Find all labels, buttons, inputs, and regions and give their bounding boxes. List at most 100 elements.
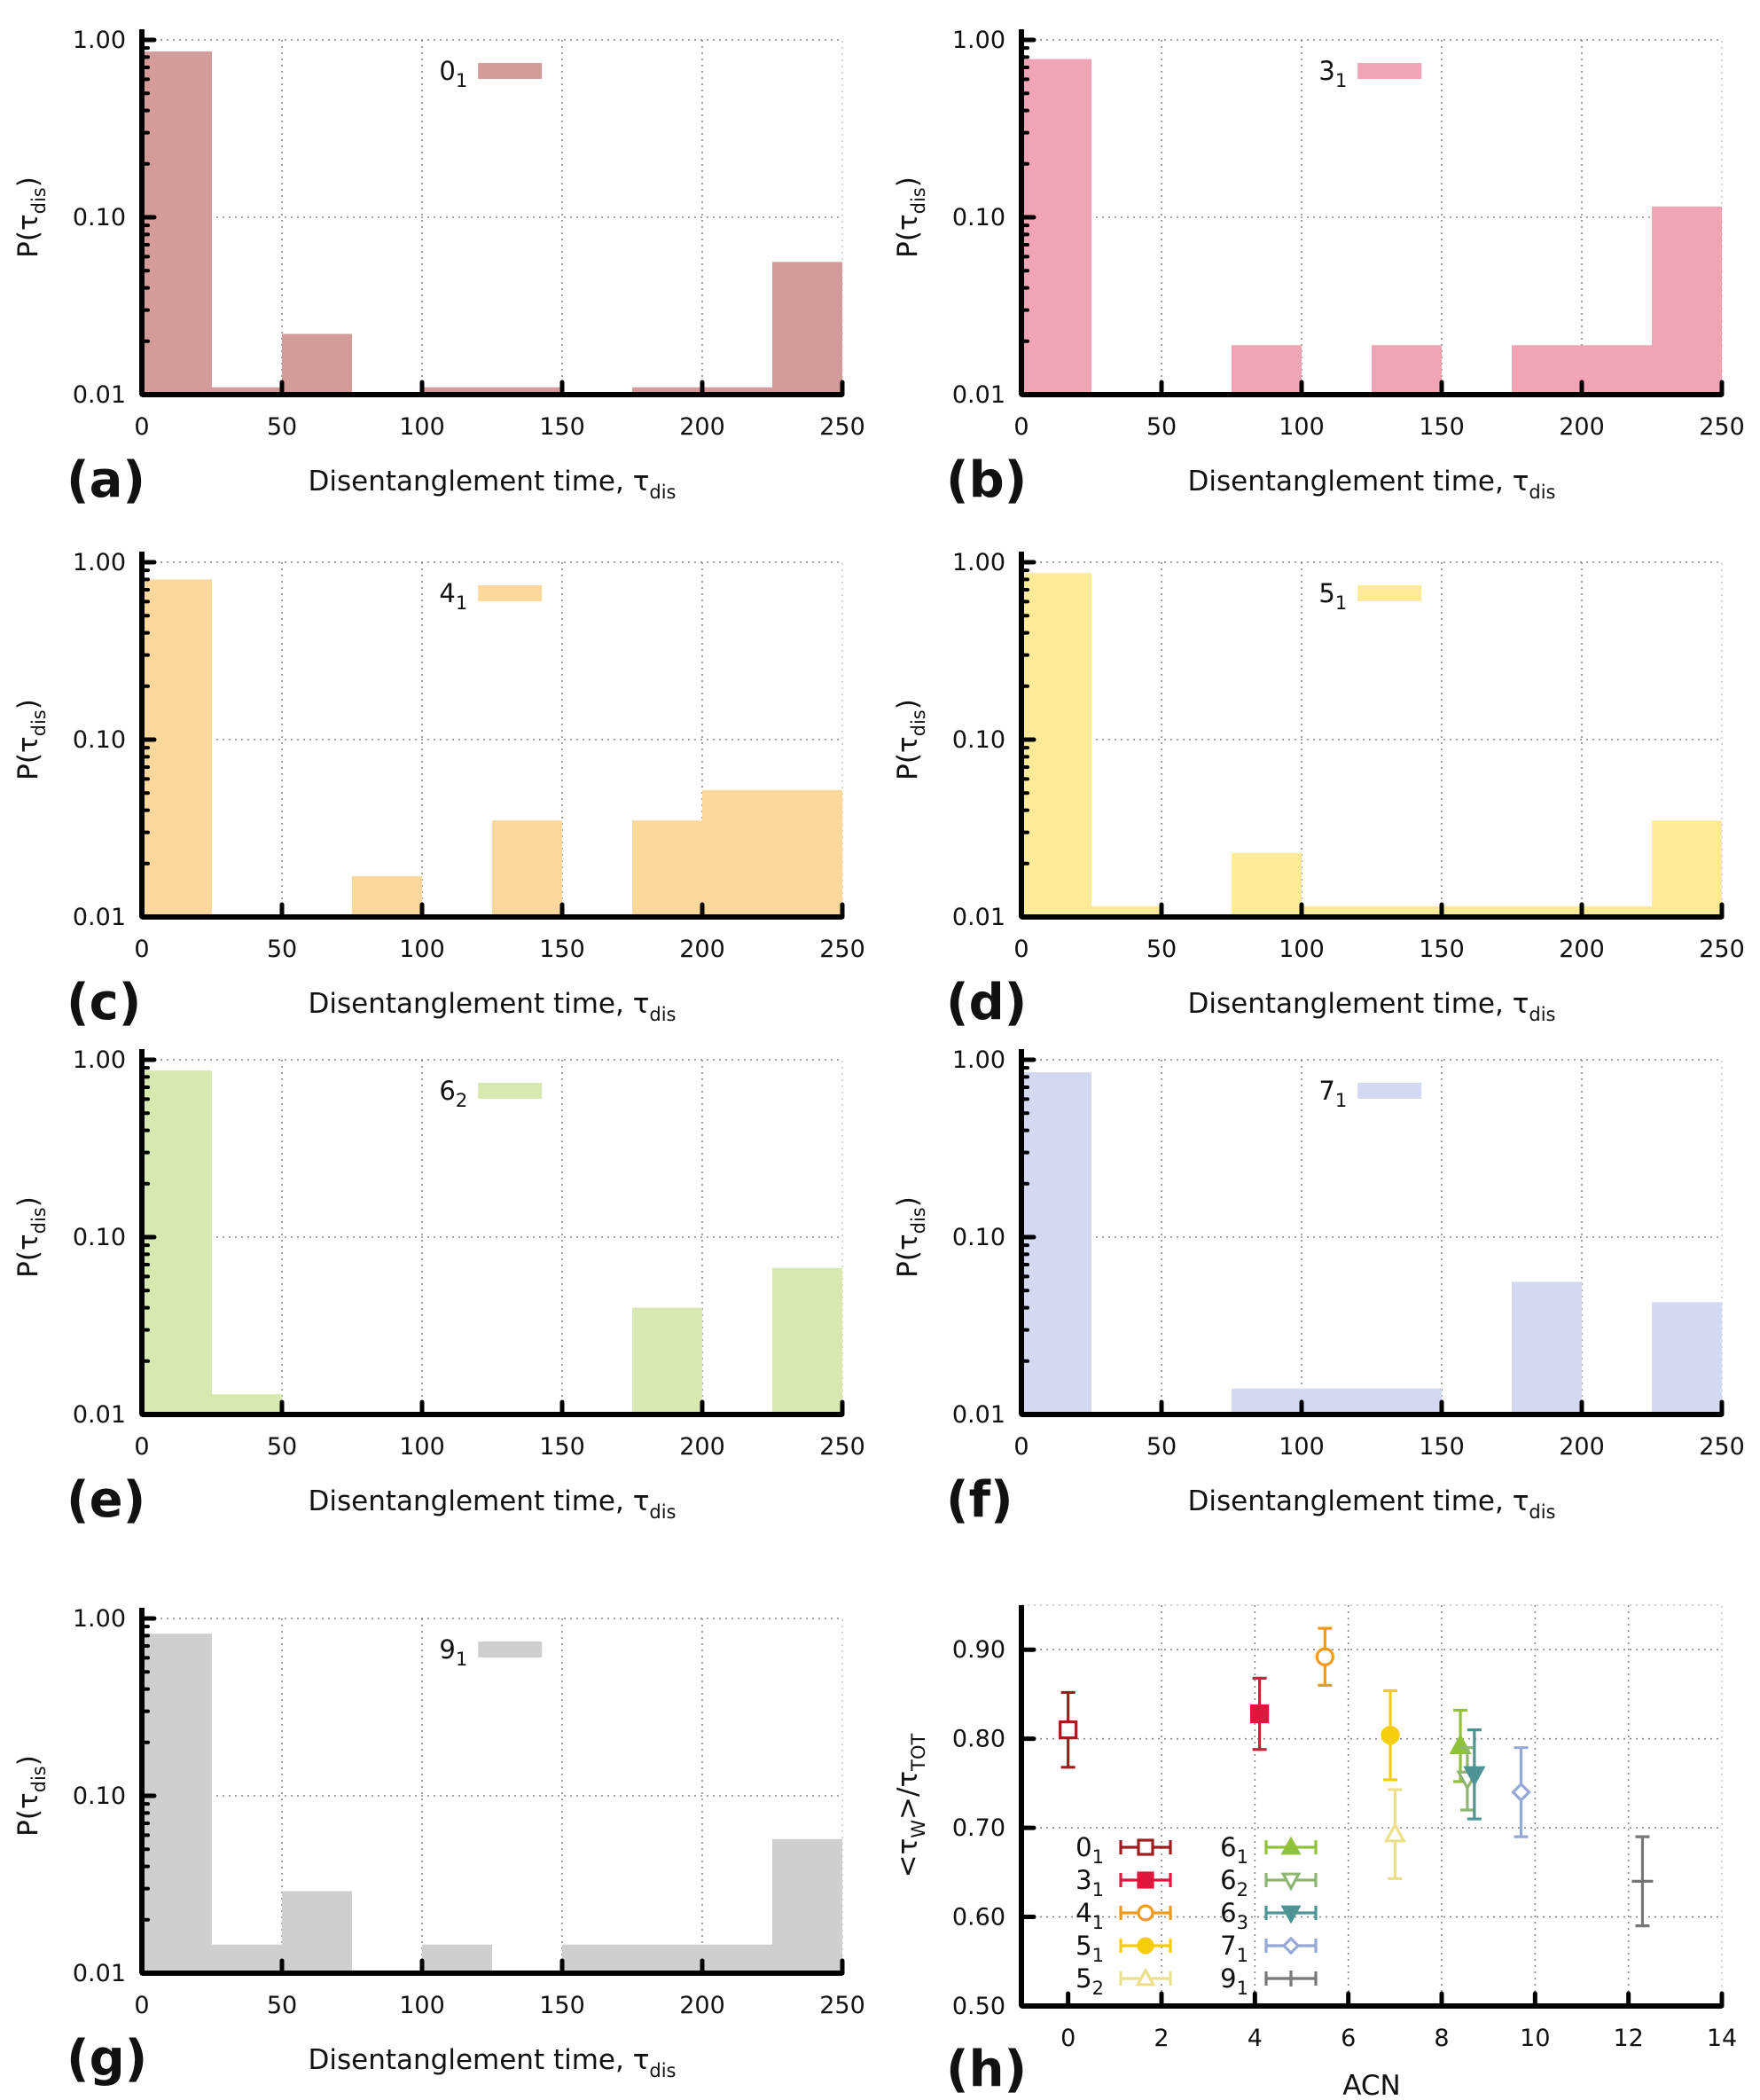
y-tick-label: 0.10 <box>73 1783 126 1810</box>
bar-225 <box>1652 206 1722 395</box>
y-axis-label-sub: dis <box>28 709 50 736</box>
bar-225 <box>1652 820 1722 917</box>
bar-175 <box>1512 905 1582 917</box>
marker-3-1 <box>1249 1704 1270 1724</box>
bar-0 <box>1021 1072 1091 1414</box>
bar-150 <box>1442 905 1512 917</box>
panel-label: (d) <box>946 974 1027 1031</box>
legend-label-main: 6 <box>1220 1832 1236 1862</box>
x-tick-label: 50 <box>267 413 297 441</box>
y-tick-label: 1.00 <box>952 27 1005 54</box>
legend-label: 51 <box>1318 578 1347 614</box>
bar-200 <box>1582 905 1652 917</box>
x-tick-label: 50 <box>267 936 297 963</box>
y-tick-label: 1.00 <box>73 1046 126 1074</box>
x-axis-label-sub: dis <box>649 1004 676 1025</box>
y-tick-label: 0.01 <box>73 381 126 409</box>
marker-5-1 <box>1381 1726 1400 1745</box>
legend-label-main: 0 <box>439 56 455 86</box>
bar-75 <box>1232 852 1302 917</box>
bar-125 <box>1372 1388 1442 1414</box>
x-tick-label: 12 <box>1613 2025 1643 2052</box>
x-tick-label: 4 <box>1248 2025 1263 2052</box>
x-tick-label: 100 <box>399 1992 445 2019</box>
histogram-panel-f: 0.01 0.10 1.00 0 50 100 150 200 250 Disentangleme… <box>892 1046 1745 1529</box>
legend-label-sub: 1 <box>1335 1090 1347 1111</box>
panel-label: (h) <box>946 2041 1027 2098</box>
marker-4-1 <box>1137 1904 1154 1922</box>
y-axis-label-main: P(τ <box>892 736 924 780</box>
legend-label: 71 <box>1318 1076 1347 1111</box>
marker-3-1 <box>1137 1871 1154 1889</box>
x-tick-label: 100 <box>399 936 445 963</box>
scatter-panel-h: 0.500.600.700.800.900 2 4 6 8 10 12 14ACN<τW>/τ… <box>892 1604 1737 2100</box>
legend-label-sub: 2 <box>1092 1978 1104 1999</box>
y-axis-label-close: ) <box>892 699 924 709</box>
x-tick-label: 150 <box>539 413 585 441</box>
legend-label-main: 5 <box>1318 578 1334 608</box>
x-tick-label: 6 <box>1341 2025 1356 2052</box>
marker-4-1 <box>1315 1647 1334 1666</box>
marker-5-2 <box>1135 1967 1156 1986</box>
legend-label-main: 3 <box>1318 56 1334 86</box>
bar-125 <box>1372 905 1442 917</box>
x-tick-label: 250 <box>1699 1433 1745 1461</box>
x-tick-label: 250 <box>1699 413 1745 441</box>
legend-label-sub: 1 <box>1237 1945 1248 1966</box>
legend-label-sub: 2 <box>456 1090 467 1111</box>
x-tick-label: 0 <box>134 1433 149 1461</box>
histogram-panel-a: 0.01 0.10 1.00 0 50 100 150 200 250 Disentangleme… <box>12 27 865 509</box>
y-tick-label: 0.90 <box>952 1636 1005 1664</box>
legend-label: 62 <box>1220 1865 1248 1900</box>
legend-label: 41 <box>1076 1898 1104 1933</box>
legend-label-sub: 1 <box>1092 1879 1104 1900</box>
legend-label-sub: 1 <box>1237 1846 1248 1868</box>
legend-label-sub: 1 <box>1092 1945 1104 1966</box>
y-axis-label-main: P(τ <box>12 1792 44 1836</box>
x-tick-label: 150 <box>1419 413 1465 441</box>
histogram-panel-b: 0.01 0.10 1.00 0 50 100 150 200 250 Disentangleme… <box>892 27 1745 509</box>
x-tick-label: 100 <box>1279 936 1325 963</box>
bar-0 <box>142 1634 212 1973</box>
y-tick-label: 0.01 <box>952 1401 1005 1429</box>
y-axis-label-close: ) <box>892 1196 924 1207</box>
y-axis-label-close: ) <box>12 176 44 187</box>
x-tick-label: 0 <box>134 936 149 963</box>
y-tick-label: 0.80 <box>952 1726 1005 1753</box>
bar-225 <box>772 1267 842 1414</box>
marker-5-2 <box>1383 1822 1406 1843</box>
legend-label-main: 4 <box>1076 1898 1091 1928</box>
legend-label-main: 7 <box>1318 1076 1334 1106</box>
legend-label: 31 <box>1318 56 1347 91</box>
legend-label-main: 3 <box>1076 1865 1091 1895</box>
x-axis-label: Disentanglement time, τdis <box>1188 988 1556 1025</box>
panel-label: (f) <box>946 1471 1013 1529</box>
legend-swatch <box>1357 585 1422 601</box>
y-tick-label: 0.01 <box>952 381 1005 409</box>
bar-225 <box>1652 1302 1722 1414</box>
y-axis-label: P(τdis) <box>12 1196 50 1278</box>
legend-label-sub: 1 <box>1335 70 1347 91</box>
x-tick-label: 250 <box>819 936 865 963</box>
bar-125 <box>1372 345 1442 395</box>
bar-175 <box>1512 345 1582 395</box>
bar-175 <box>632 387 702 395</box>
y-axis-label-main: P(τ <box>12 736 44 780</box>
legend-label-main: 5 <box>1076 1931 1091 1961</box>
x-tick-label: 250 <box>819 413 865 441</box>
x-axis-label-sub: dis <box>1529 482 1555 503</box>
bar-200 <box>702 789 772 917</box>
x-axis-label: Disentanglement time, τdis <box>1188 1485 1556 1523</box>
y-tick-label: 1.00 <box>73 549 126 576</box>
marker-0-1 <box>1059 1720 1078 1740</box>
histogram-panel-d: 0.01 0.10 1.00 0 50 100 150 200 250 Disentangleme… <box>892 549 1745 1031</box>
bar-100 <box>1302 1388 1372 1414</box>
y-tick-label: 0.10 <box>73 726 126 754</box>
x-tick-label: 200 <box>679 413 725 441</box>
marker-5-1 <box>1137 1937 1154 1955</box>
y-axis-label-main: P(τ <box>12 1234 44 1277</box>
point-5-1 <box>1381 1689 1400 1782</box>
legend-label-sub: 1 <box>456 1649 467 1670</box>
x-axis-label: Disentanglement time, τdis <box>309 988 677 1025</box>
panel-label: (g) <box>66 2030 147 2088</box>
